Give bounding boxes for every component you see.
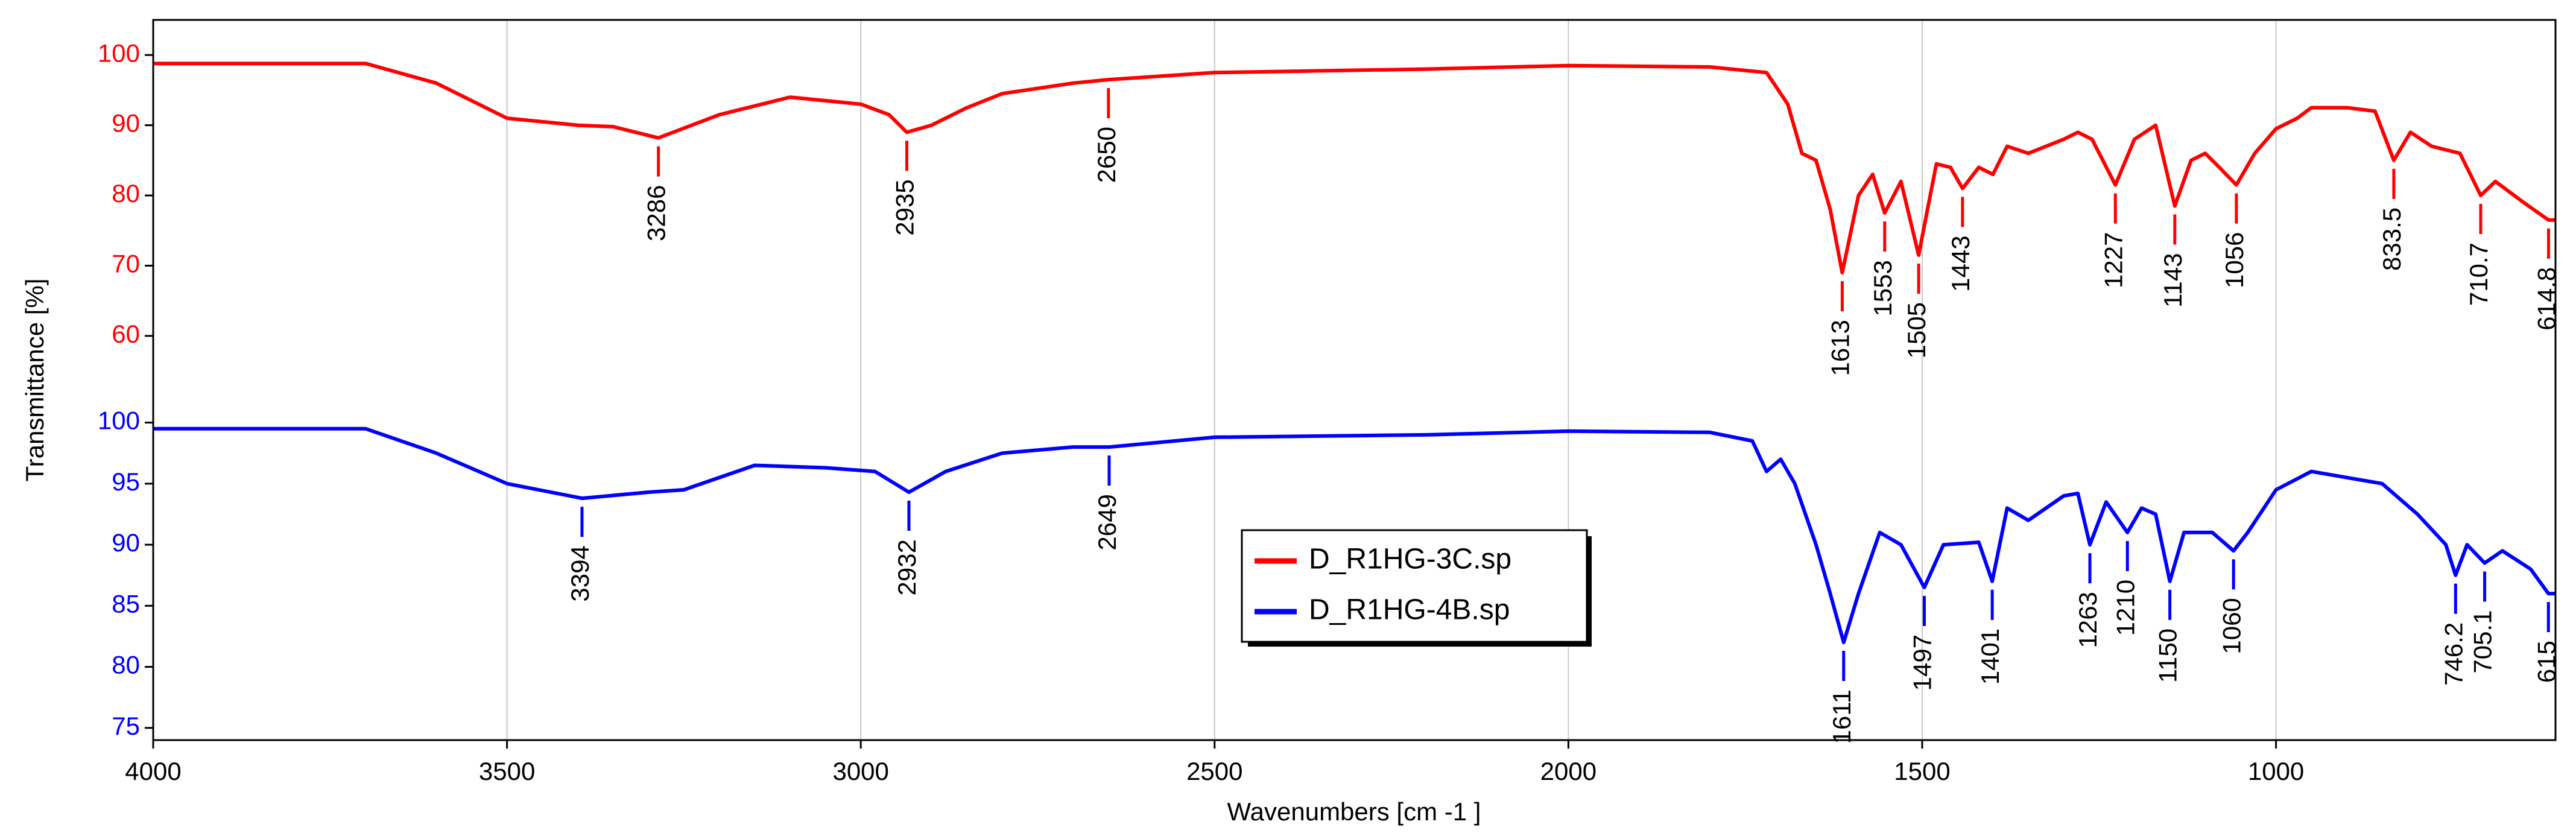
legend-shadow (1248, 642, 1592, 647)
peak-label: 614.8 (2533, 267, 2561, 331)
y-tick-label: 90 (112, 109, 140, 138)
legend-label: D_R1HG-4B.sp (1309, 594, 1510, 626)
peak-label: 1143 (2159, 253, 2187, 308)
y-tick-label: 90 (112, 528, 140, 557)
peak-label: 3286 (642, 185, 671, 241)
peak-label: 1150 (2154, 629, 2182, 683)
plot-frame (152, 19, 2557, 741)
x-axis-label: Wavenumbers [cm -1 ] (1227, 797, 1481, 826)
peak-label: 833.5 (2378, 207, 2406, 271)
peak-label: 705.1 (2469, 610, 2497, 673)
peak-label: 1060 (2217, 598, 2245, 654)
y-tick-label: 95 (112, 467, 140, 496)
y-axis-label: Transmittance [%] (21, 279, 49, 482)
y-tick-label: 80 (112, 651, 140, 679)
y-tick-label: 85 (112, 589, 140, 618)
peak-label: 1056 (2220, 232, 2248, 288)
peak-label: 1505 (1902, 302, 1931, 358)
peak-label: 2649 (1093, 494, 1121, 550)
legend-box (1241, 529, 1588, 643)
x-tick-label: 1500 (1894, 757, 1950, 785)
x-tick-label: 3000 (832, 757, 888, 785)
peak-label: 2932 (893, 539, 921, 595)
spectrum-line (153, 62, 2555, 275)
x-tick-label: 2000 (1540, 757, 1597, 785)
peak-label: 1443 (1946, 235, 1975, 291)
y-tick-label: 80 (112, 179, 140, 207)
peak-label: 1401 (1976, 629, 2004, 685)
peak-label: 1611 (1828, 689, 1856, 744)
peak-label: 3394 (566, 545, 594, 601)
x-tick-label: 4000 (125, 757, 181, 785)
peak-label: 746.2 (2439, 622, 2467, 686)
peak-label: 1263 (2074, 592, 2102, 648)
legend-shadow (1587, 536, 1592, 647)
y-tick-label: 100 (98, 39, 140, 67)
x-tick-label: 3500 (479, 757, 535, 785)
y-tick-label: 70 (112, 250, 140, 278)
peak-label: 1227 (2099, 232, 2127, 288)
y-tick-label: 60 (112, 320, 140, 348)
legend-label: D_R1HG-3C.sp (1309, 543, 1511, 575)
legend: D_R1HG-3C.sp D_R1HG-4B.sp (1241, 529, 1592, 647)
peak-label: 1210 (2111, 580, 2139, 636)
x-tick-label: 2500 (1186, 757, 1242, 785)
x-tick-label: 1000 (2248, 757, 2304, 785)
peak-label: 710.7 (2464, 242, 2493, 306)
peak-label: 1553 (1869, 260, 1897, 316)
spectrum-line (153, 426, 2555, 644)
peak-label: 1497 (1908, 635, 1937, 691)
peak-label: 2935 (891, 179, 919, 235)
peak-label: 1613 (1826, 320, 1855, 376)
y-tick-label: 100 (98, 407, 140, 435)
peak-label: 2650 (1092, 127, 1121, 183)
y-tick-label: 75 (112, 712, 140, 740)
